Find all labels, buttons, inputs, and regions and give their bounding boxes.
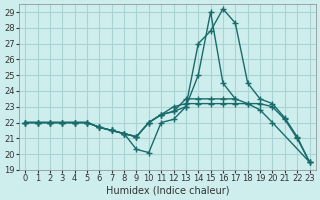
X-axis label: Humidex (Indice chaleur): Humidex (Indice chaleur) [106,186,229,196]
